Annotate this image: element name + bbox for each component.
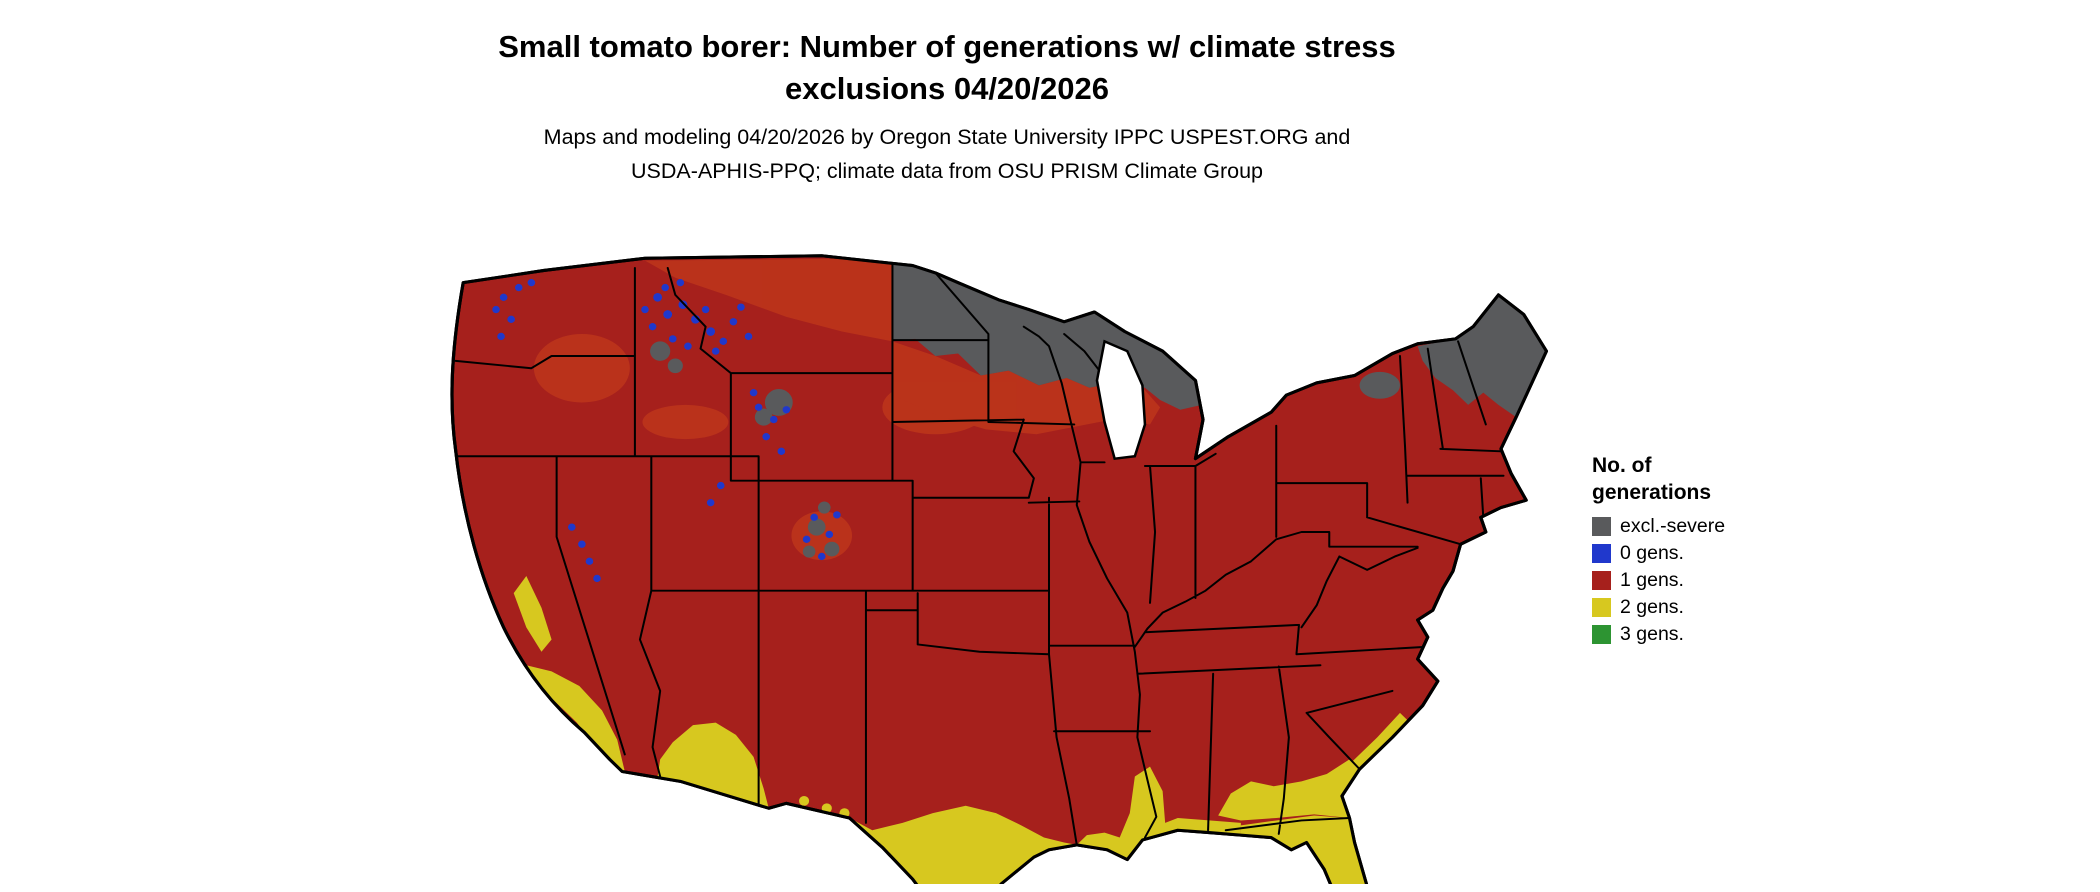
map-outline	[450, 254, 1549, 884]
legend-label-1-gens: 1 gens.	[1620, 569, 1684, 591]
legend-swatch-1-gens-icon	[1592, 571, 1611, 590]
page-title: Small tomato borer: Number of generation…	[0, 26, 1894, 110]
map-region-0-gens	[492, 279, 841, 583]
legend-item-2-gens: 2 gens.	[1592, 597, 1725, 618]
legend-label-2-gens: 2 gens.	[1620, 596, 1684, 618]
legend-label-0-gens: 0 gens.	[1620, 542, 1684, 564]
page-subtitle: Maps and modeling 04/20/2026 by Oregon S…	[0, 120, 1894, 188]
page-title-line2: exclusions 04/20/2026	[784, 71, 1109, 106]
lake-michigan	[1095, 339, 1147, 461]
legend: No. of generations excl.-severe 0 gens. …	[1592, 452, 1725, 651]
page-subtitle-line2: USDA-APHIS-PPQ; climate data from OSU PR…	[630, 159, 1264, 183]
legend-item-0-gens: 0 gens.	[1592, 543, 1725, 564]
page-title-line1: Small tomato borer: Number of generation…	[498, 29, 1396, 64]
state-borders	[452, 255, 1505, 846]
legend-title-line1: No. of	[1592, 454, 1652, 477]
page-subtitle-line1: Maps and modeling 04/20/2026 by Oregon S…	[543, 125, 1351, 149]
legend-title-line2: generations	[1592, 481, 1712, 504]
legend-label-3-gens: 3 gens.	[1620, 623, 1684, 645]
legend-item-1-gens: 1 gens.	[1592, 570, 1725, 591]
legend-items: excl.-severe 0 gens. 1 gens. 2 gens. 3 g…	[1592, 516, 1725, 645]
us-map	[342, 224, 1554, 884]
us-map-svg	[450, 254, 1549, 884]
map-region-2-gens	[513, 576, 1408, 884]
legend-swatch-2-gens-icon	[1592, 598, 1611, 617]
legend-item-3-gens: 3 gens.	[1592, 624, 1725, 645]
legend-swatch-3-gens-icon	[1592, 625, 1611, 644]
legend-swatch-excl-severe-icon	[1592, 517, 1611, 536]
legend-swatch-0-gens-icon	[1592, 544, 1611, 563]
legend-title: No. of generations	[1592, 452, 1725, 506]
legend-item-excl-severe: excl.-severe	[1592, 516, 1725, 537]
legend-label-excl-severe: excl.-severe	[1620, 515, 1726, 537]
